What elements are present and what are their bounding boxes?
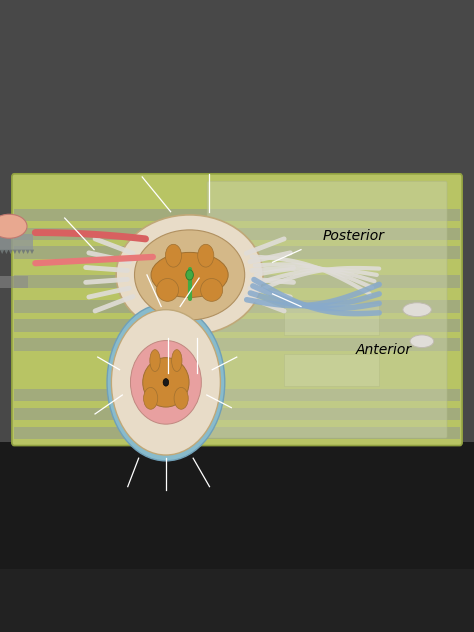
Polygon shape <box>21 250 26 254</box>
Ellipse shape <box>116 215 263 335</box>
Ellipse shape <box>0 214 27 238</box>
Bar <box>14 209 460 221</box>
Bar <box>14 427 460 439</box>
Circle shape <box>163 379 169 386</box>
Ellipse shape <box>143 358 189 407</box>
Bar <box>14 300 460 313</box>
Bar <box>14 246 460 259</box>
Ellipse shape <box>135 230 245 320</box>
Ellipse shape <box>410 335 434 348</box>
Bar <box>14 389 460 401</box>
Ellipse shape <box>165 245 182 267</box>
Ellipse shape <box>150 349 160 372</box>
Bar <box>0 569 474 632</box>
Ellipse shape <box>172 349 182 372</box>
Bar <box>14 275 460 288</box>
Ellipse shape <box>144 387 158 410</box>
Bar <box>284 354 379 386</box>
FancyBboxPatch shape <box>12 174 462 446</box>
Polygon shape <box>13 250 17 254</box>
Polygon shape <box>17 250 21 254</box>
Bar <box>14 338 460 351</box>
Ellipse shape <box>198 245 214 267</box>
Ellipse shape <box>201 279 223 301</box>
Polygon shape <box>4 250 9 254</box>
Bar <box>0 234 33 250</box>
Polygon shape <box>0 250 4 254</box>
Circle shape <box>107 304 225 461</box>
Polygon shape <box>26 250 30 254</box>
Bar <box>14 319 460 332</box>
Ellipse shape <box>156 279 179 301</box>
Bar <box>14 408 460 420</box>
Ellipse shape <box>174 387 188 410</box>
Bar <box>14 228 460 240</box>
Ellipse shape <box>403 303 431 317</box>
Polygon shape <box>9 250 13 254</box>
Circle shape <box>186 270 193 280</box>
Text: Anterior: Anterior <box>356 343 411 357</box>
Circle shape <box>111 310 220 455</box>
Bar <box>0 442 474 632</box>
Bar <box>0 276 28 288</box>
Polygon shape <box>30 250 34 254</box>
Ellipse shape <box>130 341 201 424</box>
Ellipse shape <box>151 252 228 298</box>
Bar <box>284 303 379 335</box>
Text: Posterior: Posterior <box>322 229 384 243</box>
FancyBboxPatch shape <box>207 181 447 438</box>
